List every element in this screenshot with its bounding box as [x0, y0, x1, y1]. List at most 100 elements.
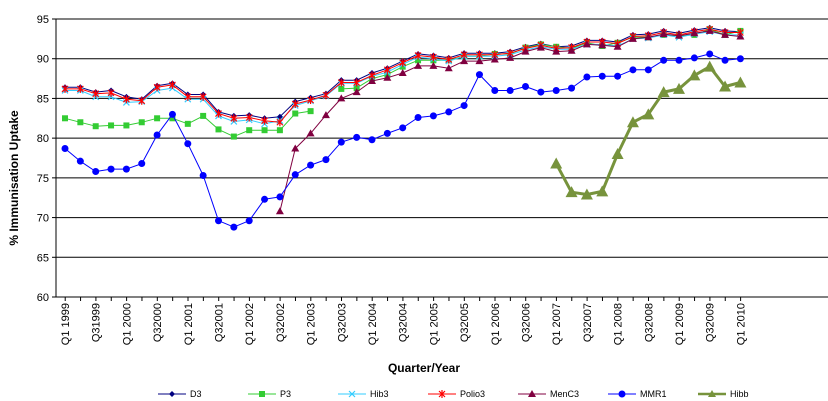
point-polio3: [230, 114, 238, 123]
point-mmr1: [383, 129, 391, 137]
point-p3: [276, 127, 283, 134]
legend-swatch-marker: [438, 390, 446, 398]
legend-label-hib3: Hib3: [370, 389, 389, 399]
y-tick-label-90: 90: [37, 54, 49, 66]
point-mmr1: [322, 156, 330, 164]
legend-swatch-marker: [708, 390, 716, 397]
point-menc3: [675, 31, 683, 39]
series-hibb: [550, 60, 747, 200]
point-menc3: [613, 42, 622, 50]
point-mmr1: [660, 56, 668, 64]
point-mmr1: [614, 72, 622, 80]
x-tick-label: Q31999: [91, 303, 103, 342]
point-mmr1: [138, 160, 146, 168]
point-mmr1: [522, 83, 529, 91]
point-menc3: [429, 61, 438, 69]
plot-area: 60 65 70 75 80 85 90 95 Q1 1999 Q31999 Q1 2000 Q320…: [37, 14, 828, 345]
point-mmr1: [568, 84, 576, 92]
point-mmr1: [307, 161, 315, 169]
series-menc3: [275, 26, 745, 215]
x-tick-label: Q1 2010: [735, 303, 747, 345]
point-d3: [276, 113, 283, 120]
series-p3: [62, 26, 744, 140]
point-menc3: [736, 32, 745, 40]
legend-item-hibb: Hibb: [698, 389, 749, 399]
x-tick-label: Q32005: [459, 303, 471, 342]
point-polio3: [291, 99, 299, 108]
point-p3: [261, 127, 268, 134]
x-tick-label: Q32006: [521, 303, 533, 342]
point-menc3: [444, 64, 453, 72]
point-mmr1: [445, 108, 453, 116]
point-mmr1: [690, 54, 698, 62]
point-polio3: [322, 91, 330, 100]
legend-swatch-marker: [618, 390, 626, 398]
point-menc3: [644, 33, 653, 41]
x-tick-label: Q1 2007: [551, 303, 563, 345]
point-polio3: [307, 96, 315, 105]
point-polio3: [153, 83, 161, 92]
point-menc3: [383, 73, 392, 81]
point-polio3: [383, 65, 391, 74]
y-tick-label-70: 70: [37, 213, 49, 225]
x-tick-label: Q32002: [275, 303, 287, 342]
point-mmr1: [506, 86, 514, 94]
point-polio3: [169, 80, 176, 89]
y-tick-label-80: 80: [37, 133, 49, 145]
point-menc3: [628, 34, 637, 42]
point-mmr1: [706, 50, 714, 58]
point-polio3: [199, 92, 207, 101]
legend-swatch-marker: [348, 390, 356, 398]
legend-item-hib3: Hib3: [338, 389, 389, 399]
point-polio3: [399, 58, 407, 67]
point-mmr1: [199, 171, 207, 179]
point-polio3: [215, 109, 222, 118]
point-mmr1: [736, 55, 744, 63]
point-mmr1: [76, 157, 84, 165]
point-menc3: [275, 207, 284, 215]
point-menc3: [506, 53, 515, 61]
point-polio3: [245, 113, 253, 122]
point-hibb: [734, 76, 747, 88]
point-p3: [338, 85, 345, 92]
point-p3: [169, 115, 176, 122]
x-tick-label: Q1 2005: [428, 303, 440, 345]
point-hibb: [626, 116, 639, 128]
x-tick-label: Q32008: [643, 303, 655, 342]
point-mmr1: [460, 102, 468, 110]
point-hibb: [550, 157, 563, 169]
point-menc3: [536, 43, 545, 51]
series-line-hibb: [554, 65, 741, 196]
point-menc3: [721, 30, 730, 38]
point-mmr1: [644, 66, 652, 74]
legend-item-d3: D3: [158, 389, 202, 399]
legend-item-menc3: MenC3: [518, 389, 579, 399]
point-hibb: [642, 108, 655, 120]
point-menc3: [460, 57, 469, 65]
point-menc3: [598, 41, 607, 49]
point-polio3: [414, 51, 422, 60]
x-tick-label: Q32004: [398, 303, 410, 342]
point-hibb: [703, 60, 716, 72]
point-p3: [184, 120, 191, 127]
point-p3: [138, 119, 145, 126]
point-p3: [77, 119, 84, 126]
point-polio3: [261, 116, 268, 125]
point-polio3: [353, 78, 361, 87]
y-axis-title: % Immunisation Uptake: [7, 110, 21, 246]
point-mmr1: [107, 165, 115, 173]
x-tick-label: Q1 2002: [244, 303, 256, 345]
point-p3: [200, 112, 207, 119]
point-menc3: [567, 46, 576, 54]
point-menc3: [490, 55, 499, 63]
legend-label-hibb: Hibb: [730, 389, 749, 399]
point-polio3: [429, 53, 437, 62]
point-p3: [230, 133, 237, 140]
legend-swatch-marker: [169, 391, 175, 397]
point-mmr1: [414, 113, 422, 121]
point-p3: [292, 110, 299, 117]
legend-item-mmr1: MMR1: [608, 389, 667, 399]
legend: D3 P3 Hib3 Polio3 MenC3 MMR1 Hibb: [158, 389, 749, 399]
x-tick-label: Q32000: [152, 303, 164, 342]
y-tick-label-75: 75: [37, 173, 49, 185]
